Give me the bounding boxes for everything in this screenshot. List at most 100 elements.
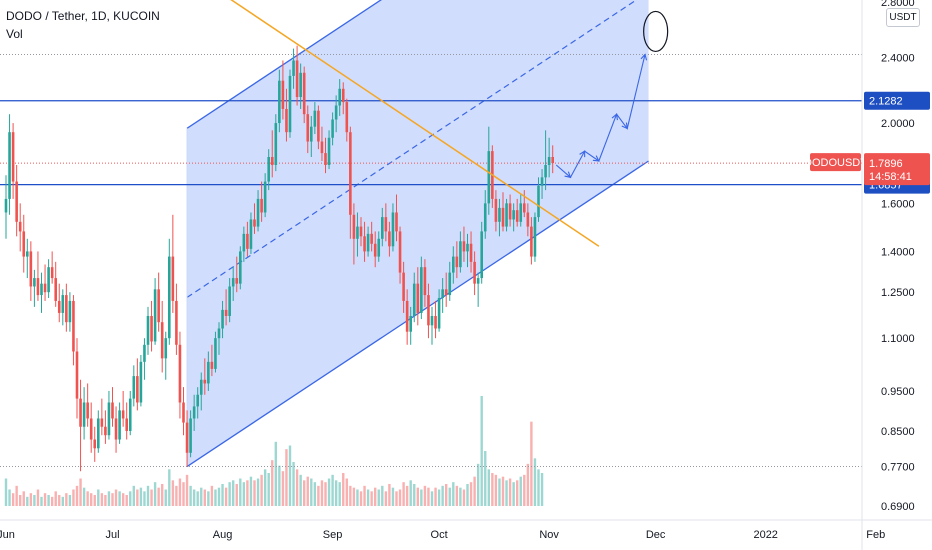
candle-body (82, 402, 86, 427)
volume-bar (104, 495, 107, 506)
candle-body (444, 289, 448, 296)
currency-unit-button[interactable]: USDT (886, 8, 920, 27)
candle-body (4, 198, 8, 213)
volume-bar (47, 495, 50, 506)
projection-arrowhead (579, 150, 586, 158)
volume-bar (50, 496, 54, 506)
volume-bar (448, 487, 451, 506)
candle-body (512, 210, 515, 220)
candle-body (89, 418, 93, 440)
time-tick-label: Oct (431, 529, 448, 541)
candle-body (104, 426, 107, 436)
volume-bar (505, 480, 508, 506)
candle-body (469, 243, 473, 262)
candle-body (441, 289, 444, 298)
candle-body (235, 278, 239, 284)
candle-body (260, 198, 263, 213)
candle-body (498, 207, 501, 222)
volume-bar (501, 476, 505, 506)
price-tick-label: 2.0000 (881, 118, 915, 130)
price-axis[interactable]: 2.8000 2.4000 2.0000 1.6000 1.4000 1.2500 1.10… (881, 0, 915, 513)
volume-bar (416, 487, 419, 506)
candle-body (164, 338, 168, 359)
candle-body (544, 165, 547, 178)
candle-body (409, 315, 412, 332)
volume-bar (388, 484, 391, 506)
candle-body (381, 217, 384, 239)
volume-bar (182, 482, 185, 506)
symbol-badge-bg (810, 153, 861, 172)
volume-bar (65, 493, 68, 506)
time-tick-label: Sep (323, 529, 343, 541)
candle-body (168, 256, 171, 339)
candle-body (331, 119, 334, 138)
candle-body (22, 231, 26, 257)
volume-bar (196, 491, 199, 506)
candle-body (274, 123, 278, 166)
candle-body (128, 398, 132, 431)
candle-body (402, 272, 405, 301)
volume-bar (82, 487, 86, 506)
candle-body (97, 418, 100, 449)
volume-bar (306, 476, 309, 506)
volume-bar (185, 474, 189, 506)
volume-bar (405, 485, 409, 506)
price-tick-label: 1.1000 (881, 333, 915, 345)
volume-bar (153, 482, 157, 506)
volume-bar (125, 495, 128, 506)
volume-bar (157, 487, 160, 506)
volume-bar (441, 485, 444, 506)
candle-body (217, 328, 221, 339)
candle-body (423, 267, 427, 296)
candle-body (270, 157, 274, 166)
candle-body (405, 300, 409, 332)
candle-body (338, 88, 341, 106)
volume-bar (278, 465, 281, 506)
candle-body (175, 300, 178, 345)
time-tick-label: Aug (213, 529, 233, 541)
candle-layer (4, 45, 554, 472)
volume-bar (263, 469, 267, 506)
candle-body (487, 151, 491, 204)
candle-body (551, 157, 554, 164)
volume-bar (164, 489, 167, 506)
volume-bar (530, 421, 533, 506)
candle-body (345, 102, 349, 133)
candle-body (324, 153, 327, 166)
volume-bar (523, 474, 526, 506)
volume-bar (132, 485, 135, 506)
candle-body (356, 226, 359, 239)
volume-bar (61, 496, 64, 506)
volume-bar (221, 484, 224, 506)
candle-body (427, 295, 430, 326)
candle-body (8, 132, 11, 199)
volume-bar (189, 485, 192, 506)
volume-bar (313, 482, 317, 506)
candle-body (221, 309, 224, 329)
price-tick-label: 2.4000 (881, 52, 915, 64)
volume-bar (171, 480, 175, 506)
symbol-title[interactable]: DODO / Tether, 1D, KUCOIN (6, 9, 160, 23)
candle-body (317, 110, 320, 142)
volume-bar (235, 484, 238, 506)
candle-body (473, 261, 476, 284)
time-axis[interactable]: Jun Jul Aug Sep Oct Nov Dec 2022 Feb (0, 529, 885, 541)
volume-bar (242, 482, 246, 506)
time-tick-label: Jun (0, 529, 15, 541)
volume-bar (4, 478, 8, 506)
time-tick-label: 2022 (753, 529, 777, 541)
volume-indicator-label[interactable]: Vol (6, 27, 23, 41)
volume-bar (374, 487, 377, 506)
candle-body (153, 289, 157, 342)
candle-body (459, 241, 462, 268)
volume-bar (402, 482, 405, 506)
candle-body (75, 351, 79, 399)
channel-median-line (186, 0, 638, 298)
volume-bar (22, 491, 25, 506)
candle-body (246, 233, 249, 249)
volume-bar (285, 449, 288, 506)
volume-bar (214, 489, 217, 506)
candle-body (214, 338, 217, 369)
candle-body (86, 402, 89, 419)
